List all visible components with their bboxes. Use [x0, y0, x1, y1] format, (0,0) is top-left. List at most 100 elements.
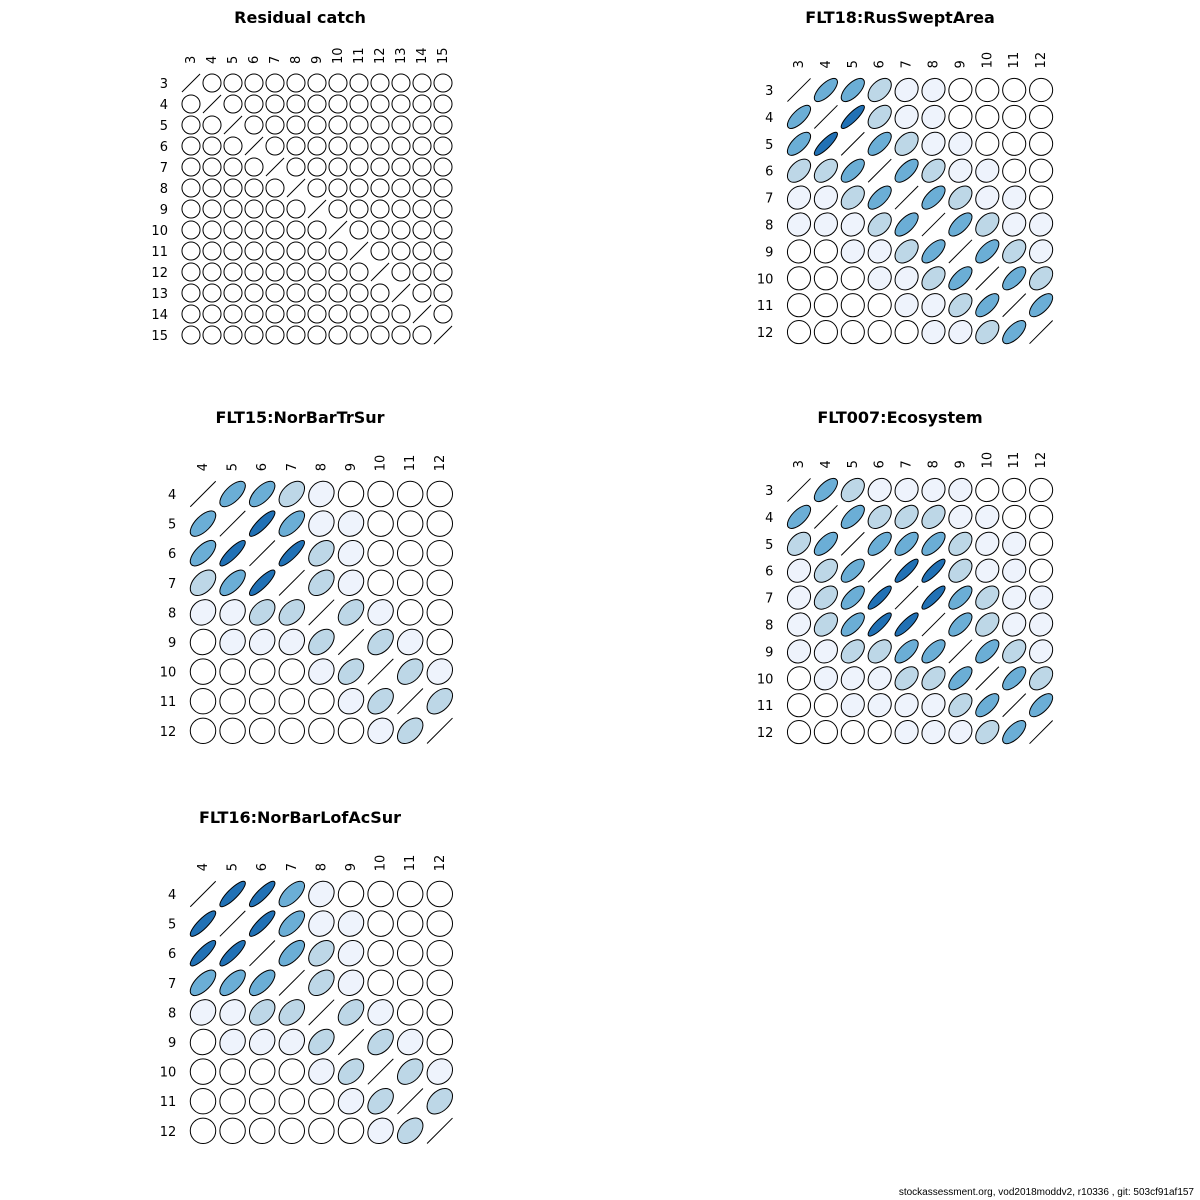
- corr-ellipse: [286, 241, 306, 261]
- diagonal-line: [894, 585, 919, 610]
- corr-ellipse: [813, 212, 838, 237]
- corr-ellipse: [181, 178, 201, 198]
- corr-ellipse: [367, 717, 394, 745]
- column-tick-label: 11: [403, 855, 418, 872]
- corr-ellipse: [813, 266, 838, 291]
- row-tick-label: 11: [757, 699, 774, 714]
- row-tick-label: 3: [765, 484, 773, 499]
- diagonal-line: [391, 283, 411, 303]
- diagonal-line: [975, 666, 1000, 691]
- corr-ellipse: [219, 1058, 246, 1085]
- diagonal-line: [426, 717, 453, 744]
- corr-ellipse: [189, 1058, 217, 1085]
- row-tick-label: 8: [765, 619, 773, 634]
- corr-ellipse: [265, 325, 285, 345]
- column-tick-label: 10: [980, 52, 995, 69]
- corr-ellipse: [1002, 666, 1027, 691]
- corr-ellipse: [948, 531, 973, 556]
- corr-ellipse: [248, 1028, 276, 1056]
- corr-ellipse: [786, 585, 812, 610]
- corr-ellipse: [433, 220, 453, 240]
- corr-ellipse: [786, 212, 812, 237]
- diagonal-line: [202, 94, 222, 114]
- row-tick-label: 6: [168, 547, 176, 562]
- corr-ellipse: [328, 73, 348, 93]
- row-tick-label: 7: [765, 592, 773, 607]
- row-tick-label: 13: [151, 287, 168, 302]
- corr-ellipse: [426, 969, 454, 997]
- corr-ellipse: [921, 639, 946, 664]
- corr-ellipse: [286, 325, 306, 345]
- corr-ellipse: [248, 1087, 276, 1115]
- corr-ellipse: [921, 266, 946, 291]
- corr-ellipse: [367, 480, 394, 508]
- corr-ellipse: [308, 1028, 335, 1056]
- corr-ellipse: [349, 325, 369, 345]
- corr-ellipse: [367, 1117, 394, 1145]
- corr-ellipse: [181, 262, 201, 282]
- corr-ellipse: [975, 320, 1000, 345]
- corr-ellipse: [248, 1117, 276, 1145]
- corr-ellipse: [181, 157, 201, 177]
- corr-ellipse: [349, 73, 369, 93]
- corr-ellipse: [813, 477, 838, 503]
- corr-ellipse: [202, 325, 222, 345]
- column-tick-label: 12: [373, 47, 388, 64]
- corr-ellipse: [921, 693, 946, 718]
- corr-ellipse: [894, 266, 919, 291]
- corr-ellipse: [948, 158, 973, 183]
- column-tick-label: 6: [255, 863, 270, 871]
- corr-ellipse: [396, 628, 424, 656]
- corr-ellipse: [894, 639, 919, 664]
- corr-ellipse: [248, 717, 276, 745]
- corr-ellipse: [308, 717, 335, 745]
- corr-ellipse: [223, 73, 243, 93]
- corr-ellipse: [975, 131, 1000, 156]
- corr-ellipse: [248, 658, 276, 685]
- column-tick-label: 10: [331, 47, 346, 64]
- diagonal-line: [867, 558, 892, 583]
- corr-ellipse: [248, 999, 276, 1026]
- row-tick-label: 7: [160, 161, 168, 176]
- corr-ellipse: [396, 1058, 424, 1085]
- corr-ellipse: [813, 693, 838, 718]
- corr-ellipse: [1002, 104, 1027, 129]
- corr-ellipse: [349, 199, 369, 219]
- corr-ellipse: [181, 136, 201, 156]
- corr-ellipse: [426, 569, 454, 597]
- corr-ellipse: [367, 1028, 394, 1056]
- row-tick-label: 6: [765, 165, 773, 180]
- corr-ellipse: [202, 136, 222, 156]
- corr-ellipse: [286, 262, 306, 282]
- corr-ellipse: [813, 531, 838, 556]
- corr-ellipse: [307, 325, 327, 345]
- corr-ellipse: [1029, 558, 1054, 583]
- corr-ellipse: [189, 999, 217, 1026]
- corr-ellipse: [1002, 531, 1027, 556]
- corr-ellipse: [813, 77, 838, 103]
- corr-ellipse: [433, 136, 453, 156]
- corr-ellipse: [286, 199, 306, 219]
- column-tick-label: 5: [846, 60, 861, 68]
- corr-ellipse: [975, 158, 1000, 183]
- corr-ellipse: [308, 658, 335, 685]
- corr-ellipse: [337, 880, 365, 908]
- diagonal-line: [181, 73, 201, 93]
- corr-ellipse: [813, 185, 838, 210]
- diagonal-line: [813, 504, 838, 529]
- corr-ellipse: [1029, 239, 1054, 264]
- corr-ellipse: [307, 220, 327, 240]
- corr-ellipse: [337, 1117, 365, 1145]
- corr-ellipse: [921, 77, 946, 103]
- corr-ellipse: [948, 585, 973, 610]
- corr-ellipse: [265, 136, 285, 156]
- corr-ellipse: [181, 241, 201, 261]
- diagonal-line: [840, 531, 865, 556]
- row-tick-label: 3: [765, 84, 773, 99]
- corr-ellipse: [219, 1087, 246, 1115]
- corr-ellipse: [894, 239, 919, 264]
- corr-ellipse: [813, 612, 838, 637]
- corr-ellipse: [391, 178, 411, 198]
- column-tick-label: 8: [927, 60, 942, 68]
- corr-ellipse: [396, 480, 424, 508]
